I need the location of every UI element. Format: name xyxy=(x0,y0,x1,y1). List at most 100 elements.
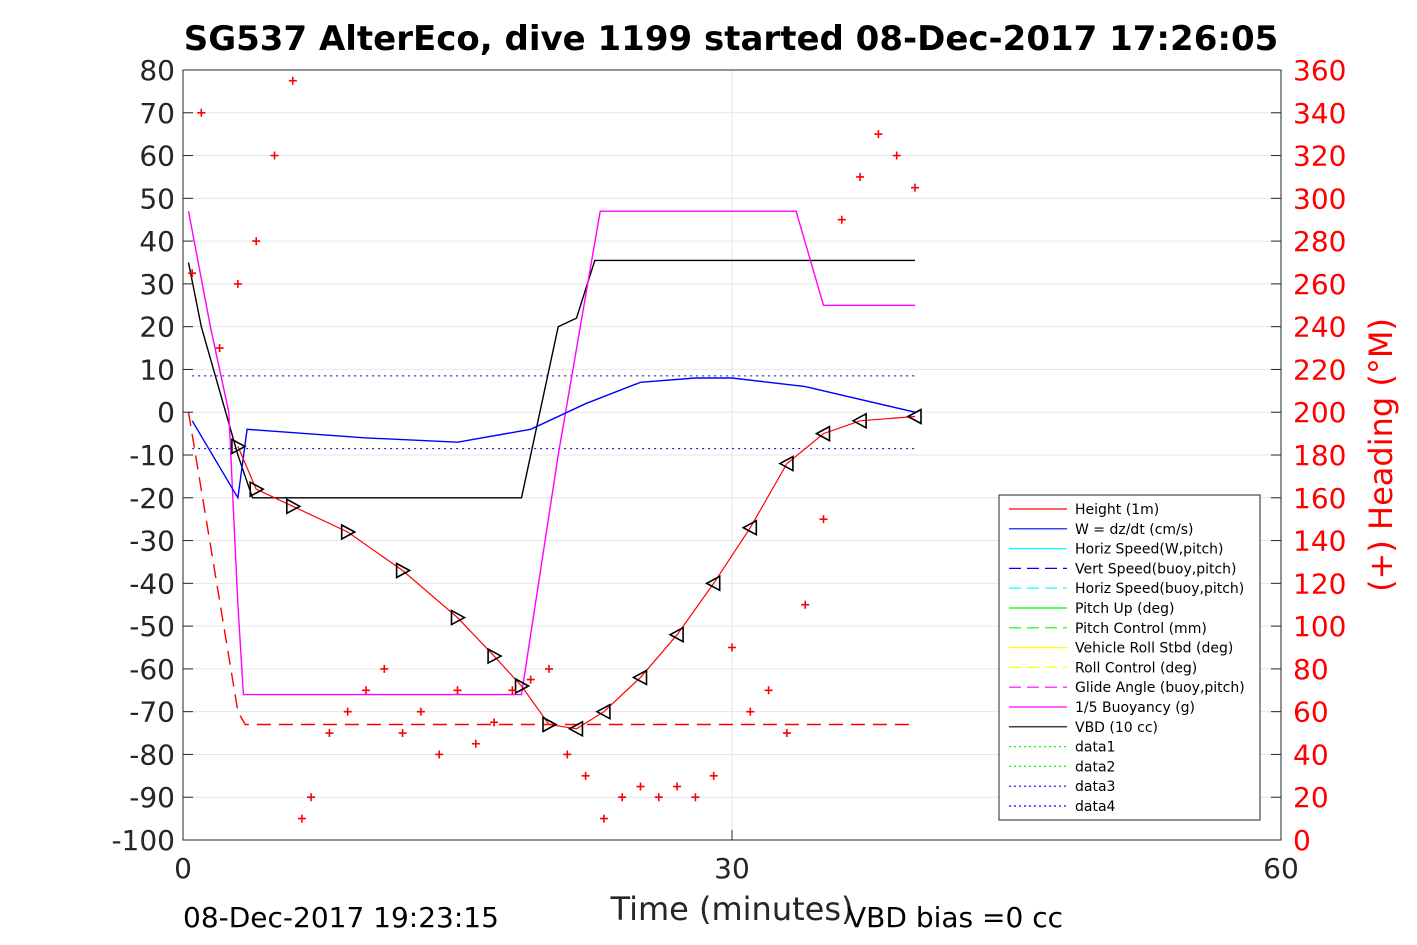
series-line xyxy=(187,412,915,726)
legend-label: Horiz Speed(W,pitch) xyxy=(1075,542,1223,558)
heading-point xyxy=(563,750,572,759)
left-tick-label: 20 xyxy=(139,311,175,344)
heading-point xyxy=(746,707,755,716)
heading-point xyxy=(874,130,883,139)
right-tick-label: 60 xyxy=(1293,696,1329,729)
x-tick-label: 60 xyxy=(1263,852,1299,885)
depth-marker xyxy=(668,626,684,644)
right-axis-label: (+) Heading (°M) xyxy=(1362,318,1400,592)
left-tick-label: 70 xyxy=(139,97,175,130)
heading-point xyxy=(545,664,553,673)
right-tick-label: 120 xyxy=(1293,567,1346,600)
left-tick-label: -40 xyxy=(129,567,175,600)
right-tick-label: 240 xyxy=(1293,311,1346,344)
heading-point xyxy=(380,664,389,673)
heading-point xyxy=(398,729,407,738)
left-tick-label: -30 xyxy=(129,525,175,558)
left-tick-label: 60 xyxy=(139,140,175,173)
legend-label: Horiz Speed(buoy,pitch) xyxy=(1075,581,1244,597)
heading-point xyxy=(416,707,425,716)
right-tick-label: 140 xyxy=(1293,525,1346,558)
depth-marker xyxy=(514,677,531,695)
right-tick-label: 40 xyxy=(1293,738,1329,771)
heading-point xyxy=(435,750,444,759)
left-tick-label: -50 xyxy=(129,610,175,643)
series-line xyxy=(191,377,916,500)
left-tick-label: 80 xyxy=(139,54,175,87)
heading-point xyxy=(709,771,718,780)
legend-label: Height (1m) xyxy=(1075,502,1159,518)
right-tick-label: 0 xyxy=(1293,824,1311,857)
heading-point xyxy=(782,729,791,738)
x-axis-label: Time (minutes) xyxy=(610,890,854,928)
legend-label: Vert Speed(buoy,pitch) xyxy=(1075,561,1237,577)
x-axis: 0 30 60 xyxy=(174,830,1299,885)
depth-marker xyxy=(906,408,922,425)
left-tick-label: -10 xyxy=(129,439,175,472)
heading-point xyxy=(215,344,224,353)
legend-label: VBD (10 cc) xyxy=(1075,720,1158,736)
right-tick-label: 360 xyxy=(1293,54,1346,87)
heading-point xyxy=(188,269,197,278)
legend-label: W = dz/dt (cm/s) xyxy=(1075,522,1194,538)
depth-marker xyxy=(231,438,247,455)
right-tick-label: 160 xyxy=(1293,482,1346,515)
series-line xyxy=(187,259,915,499)
heading-point xyxy=(636,782,645,791)
left-axis: -100-90-80-70-60-50-40-30-20-10010203040… xyxy=(111,54,193,857)
left-tick-label: 10 xyxy=(139,353,175,386)
depth-marker xyxy=(705,574,721,592)
legend-label: Pitch Up (deg) xyxy=(1075,601,1174,617)
depth-marker xyxy=(567,720,584,738)
legend-label: data4 xyxy=(1075,799,1116,815)
left-tick-label: -90 xyxy=(129,781,175,814)
chart-title: SG537 AlterEco, dive 1199 started 08-Dec… xyxy=(184,19,1279,59)
left-tick-label: -80 xyxy=(129,738,175,771)
heading-point xyxy=(471,739,480,748)
legend-label: data3 xyxy=(1075,779,1115,795)
right-axis: 0 20 40 60 80 100 120 140 160 180 200 220 240 260 280 3… xyxy=(1271,54,1346,857)
right-tick-label: 220 xyxy=(1293,353,1346,386)
heading-point xyxy=(307,793,316,802)
depth-marker xyxy=(395,562,412,579)
depth-profile-line xyxy=(237,415,916,730)
right-tick-label: 280 xyxy=(1293,225,1346,258)
heading-point xyxy=(618,793,627,802)
heading-point xyxy=(490,718,499,727)
right-tick-label: 260 xyxy=(1293,268,1346,301)
heading-point xyxy=(728,643,736,652)
depth-marker xyxy=(542,716,558,733)
series-line xyxy=(187,210,915,696)
left-tick-label: 30 xyxy=(139,268,175,301)
depth-marker xyxy=(249,480,265,498)
depth-marker xyxy=(487,647,503,665)
heading-point xyxy=(911,183,919,192)
depth-marker xyxy=(285,497,302,515)
heading-point xyxy=(819,515,828,524)
left-tick-label: 0 xyxy=(157,396,175,429)
depth-marker xyxy=(814,425,831,442)
heading-point xyxy=(892,151,901,160)
heading-point xyxy=(581,771,590,780)
x-tick-label: 30 xyxy=(714,852,750,885)
heading-point xyxy=(508,686,517,695)
right-tick-label: 340 xyxy=(1293,97,1346,130)
heading-point xyxy=(673,782,682,791)
left-tick-label: 40 xyxy=(139,225,175,258)
right-tick-label: 300 xyxy=(1293,182,1346,215)
footer-timestamp: 08-Dec-2017 19:23:15 xyxy=(183,901,499,934)
legend: Height (1m) W = dz/dt (cm/s) Horiz Speed(W… xyxy=(998,494,1261,821)
heading-point xyxy=(362,686,370,695)
heading-point xyxy=(270,151,279,160)
footer-vbd-bias: VBD bias =0 cc xyxy=(847,901,1063,934)
legend-label: Roll Control (deg) xyxy=(1075,660,1197,676)
depth-marker xyxy=(741,519,758,537)
heading-point xyxy=(837,215,846,224)
heading-point xyxy=(297,814,306,823)
depth-marker xyxy=(631,669,648,686)
legend-label: Pitch Control (mm) xyxy=(1075,621,1207,637)
heading-point xyxy=(325,729,334,738)
depth-marker xyxy=(450,609,467,626)
legend-label: data1 xyxy=(1075,740,1115,756)
